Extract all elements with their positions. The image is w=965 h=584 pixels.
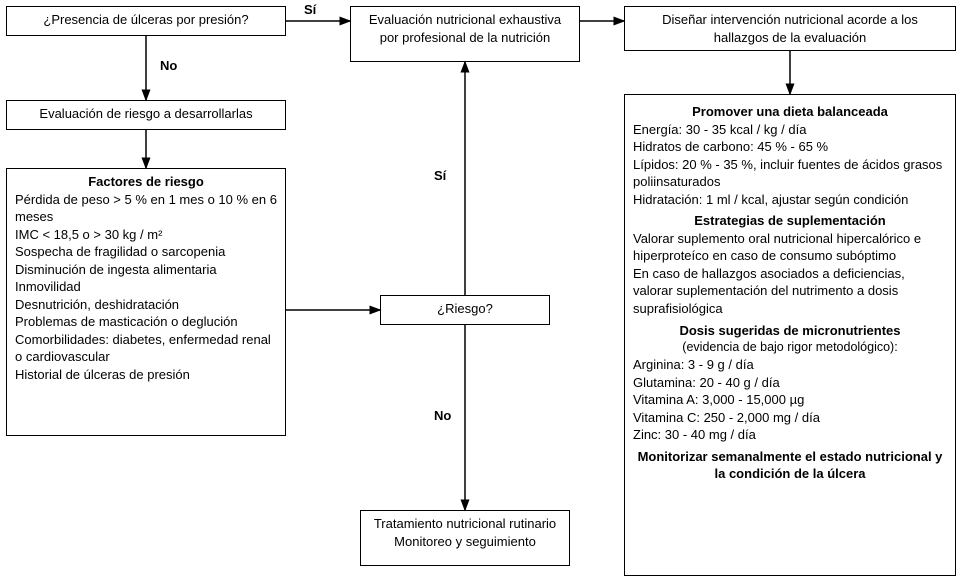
edge-label: Sí <box>432 168 448 183</box>
treatment-line: Monitoreo y seguimiento <box>369 533 561 551</box>
risk-factor-line: Desnutrición, deshidratación <box>15 296 277 314</box>
node-ulcers-question: ¿Presencia de úlceras por presión? <box>6 6 286 36</box>
node-risk-eval: Evaluación de riesgo a desarrollarlas <box>6 100 286 130</box>
node-design-intervention: Diseñar intervención nutricional acorde … <box>624 6 956 51</box>
node-recommendations: Promover una dieta balanceadaEnergía: 30… <box>624 94 956 576</box>
section-title: Monitorizar semanalmente el estado nutri… <box>633 448 947 483</box>
node-text: ¿Riesgo? <box>437 301 493 316</box>
risk-factor-line: IMC < 18,5 o > 30 kg / m² <box>15 226 277 244</box>
risk-factor-line: Sospecha de fragilidad o sarcopenia <box>15 243 277 261</box>
risk-factor-line: Comorbilidades: diabetes, enfermedad ren… <box>15 331 277 366</box>
edge-label: No <box>158 58 179 73</box>
section-line: Vitamina C: 250 - 2,000 mg / día <box>633 409 947 427</box>
risk-factor-line: Pérdida de peso > 5 % en 1 mes o 10 % en… <box>15 191 277 226</box>
risk-factor-line: Historial de úlceras de presión <box>15 366 277 384</box>
section-line: En caso de hallazgos asociados a deficie… <box>633 265 947 318</box>
edge-label: No <box>432 408 453 423</box>
risk-factor-line: Disminución de ingesta alimentaria <box>15 261 277 279</box>
section-note: (evidencia de bajo rigor metodológico): <box>633 339 947 356</box>
section-line: Valorar suplemento oral nutricional hipe… <box>633 230 947 265</box>
node-text: Evaluación de riesgo a desarrollarlas <box>39 106 252 121</box>
node-risk-factors: Factores de riesgo Pérdida de peso > 5 %… <box>6 168 286 436</box>
section-line: Zinc: 30 - 40 mg / día <box>633 426 947 444</box>
node-nutrition-eval: Evaluación nutricional exhaustiva por pr… <box>350 6 580 62</box>
node-text: Diseñar intervención nutricional acorde … <box>662 12 918 45</box>
section-line: Arginina: 3 - 9 g / día <box>633 356 947 374</box>
section-line: Vitamina A: 3,000 - 15,000 µg <box>633 391 947 409</box>
node-text: ¿Presencia de úlceras por presión? <box>43 12 248 27</box>
risk-factor-line: Inmovilidad <box>15 278 277 296</box>
section-line: Hidratos de carbono: 45 % - 65 % <box>633 138 947 156</box>
section-line: Glutamina: 20 - 40 g / día <box>633 374 947 392</box>
node-routine-treatment: Tratamiento nutricional rutinarioMonitor… <box>360 510 570 566</box>
node-sections: Promover una dieta balanceadaEnergía: 30… <box>633 103 947 483</box>
section-title: Estrategias de suplementación <box>633 212 947 230</box>
edge-label: Sí <box>302 2 318 17</box>
section-title: Dosis sugeridas de micronutrientes <box>633 322 947 340</box>
treatment-line: Tratamiento nutricional rutinario <box>369 515 561 533</box>
risk-factor-line: Problemas de masticación o deglución <box>15 313 277 331</box>
node-risk-question: ¿Riesgo? <box>380 295 550 325</box>
section-title: Promover una dieta balanceada <box>633 103 947 121</box>
section-line: Energía: 30 - 35 kcal / kg / día <box>633 121 947 139</box>
node-lines: Pérdida de peso > 5 % en 1 mes o 10 % en… <box>15 191 277 384</box>
node-title: Factores de riesgo <box>15 173 277 191</box>
section-line: Lípidos: 20 % - 35 %, incluir fuentes de… <box>633 156 947 191</box>
node-text: Evaluación nutricional exhaustiva por pr… <box>369 12 561 45</box>
node-lines: Tratamiento nutricional rutinarioMonitor… <box>369 515 561 550</box>
section-line: Hidratación: 1 ml / kcal, ajustar según … <box>633 191 947 209</box>
